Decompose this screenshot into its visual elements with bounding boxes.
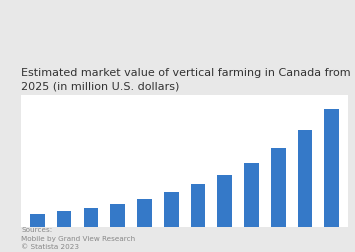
Bar xyxy=(164,192,179,227)
Bar xyxy=(324,110,339,227)
Text: Sources:
Mobile by Grand View Research
© Statista 2023: Sources: Mobile by Grand View Research ©… xyxy=(21,227,135,249)
Bar xyxy=(217,175,232,227)
Bar xyxy=(30,214,45,227)
Bar xyxy=(57,212,71,227)
Bar xyxy=(137,199,152,227)
Bar xyxy=(244,163,259,227)
Bar xyxy=(110,204,125,227)
Bar xyxy=(271,148,286,227)
Bar xyxy=(298,131,312,227)
Bar xyxy=(83,208,98,227)
Bar xyxy=(191,185,205,227)
Text: Estimated market value of vertical farming in Canada from 2014 to
2025 (in milli: Estimated market value of vertical farmi… xyxy=(21,68,355,91)
